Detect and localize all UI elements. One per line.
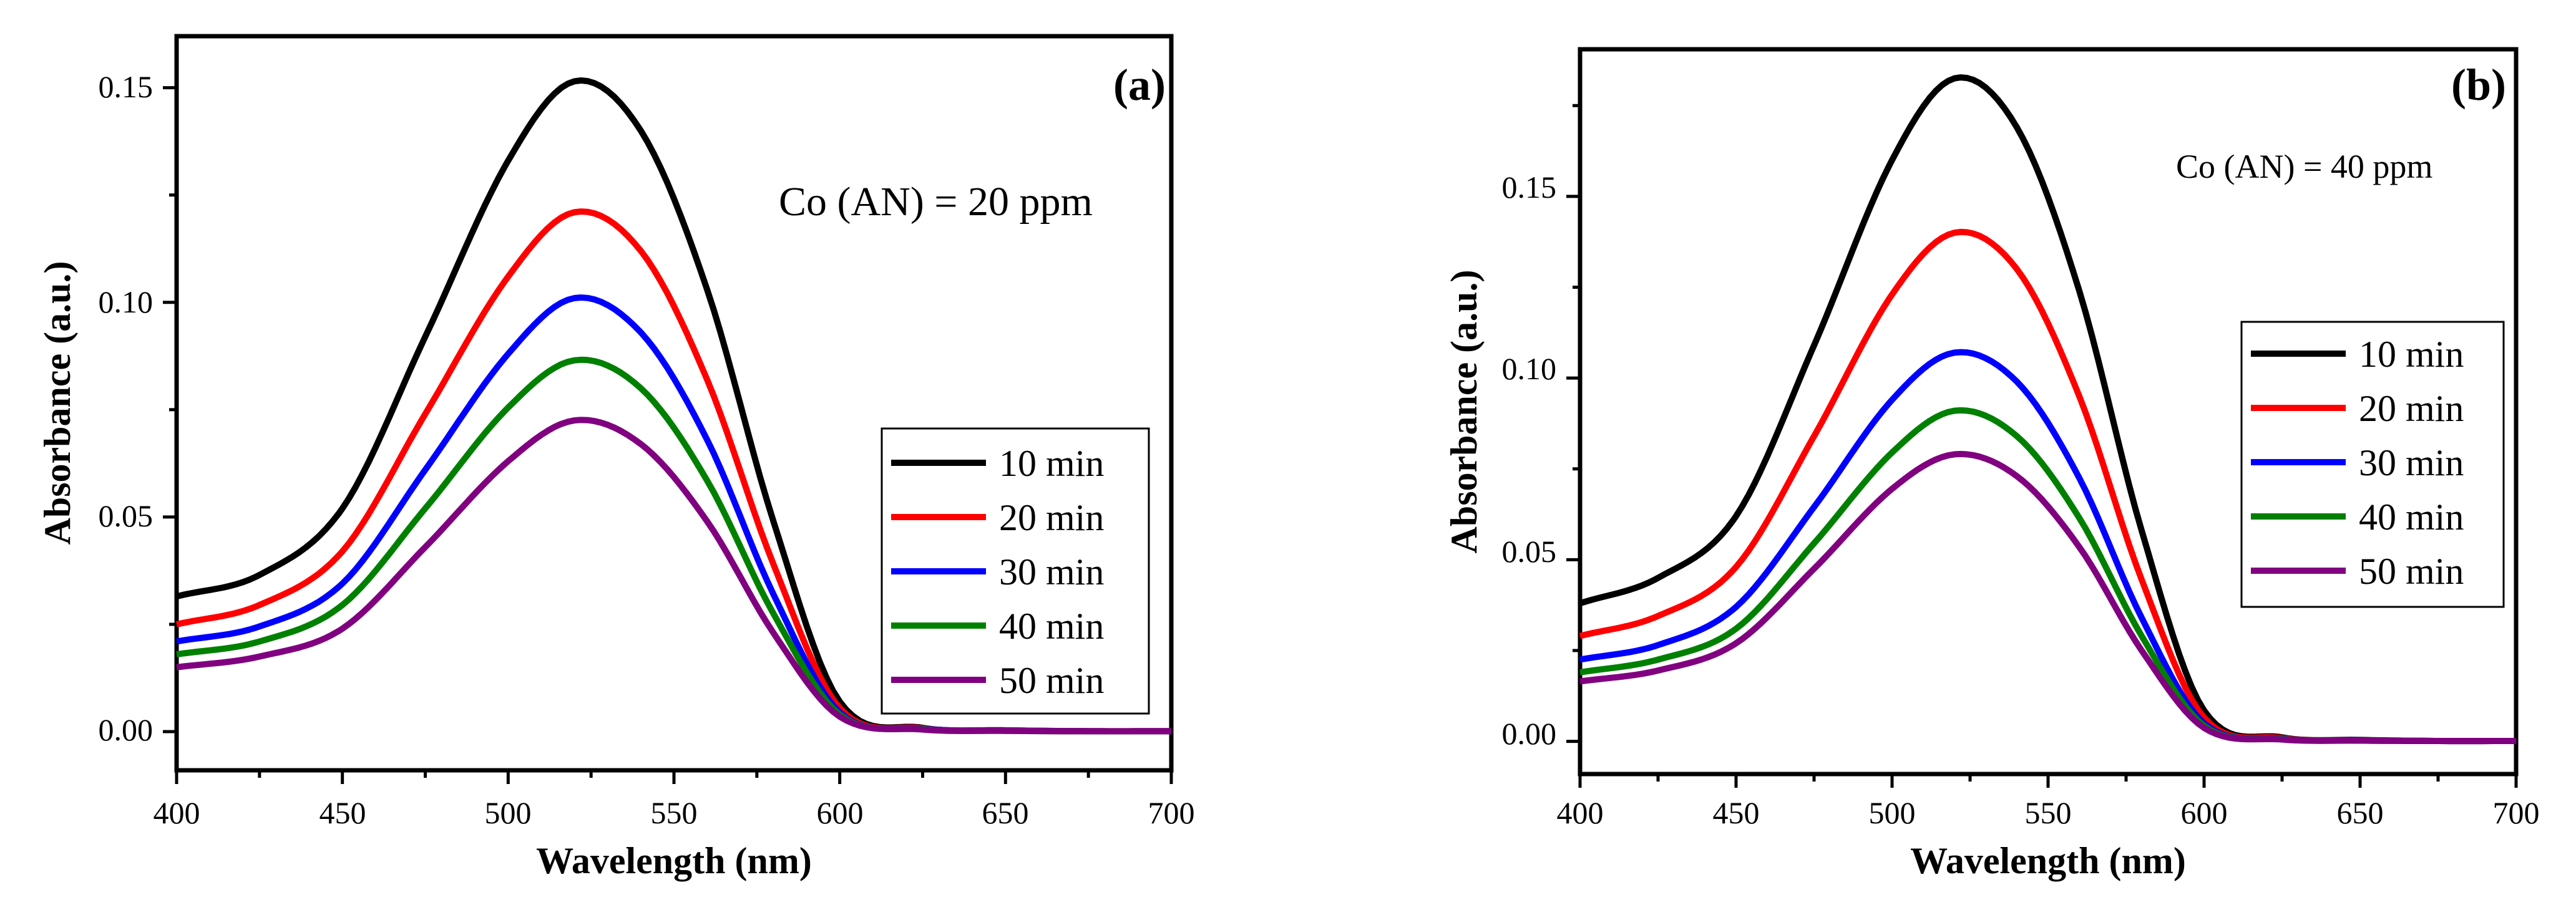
legend-label: 30 min bbox=[999, 551, 1104, 593]
series-line bbox=[1579, 450, 2516, 744]
legend-entry: 50 min bbox=[891, 660, 1104, 701]
series-lines bbox=[175, 77, 1171, 735]
x-tick-label: 400 bbox=[154, 795, 200, 830]
y-tick-label: 0.10 bbox=[99, 284, 154, 319]
series-line bbox=[176, 417, 1171, 735]
y-axis-title: Absorbance (a.u.) bbox=[37, 261, 78, 545]
legend-entry: 40 min bbox=[2251, 496, 2464, 538]
legend-entry: 30 min bbox=[891, 551, 1104, 593]
legend-entry: 20 min bbox=[2251, 388, 2464, 429]
legend-label: 40 min bbox=[2359, 496, 2464, 538]
x-tick-label: 450 bbox=[320, 795, 366, 830]
x-tick-label: 600 bbox=[2181, 795, 2228, 830]
x-tick-labels: 400 450 500 550 600 650 700 bbox=[154, 795, 1195, 830]
x-axis-title: Wavelength (nm) bbox=[536, 840, 812, 881]
y-tick-label: 0.15 bbox=[1502, 170, 1557, 205]
y-axis-title: Absorbance (a.u.) bbox=[1443, 269, 1485, 553]
legend-label: 50 min bbox=[999, 660, 1104, 701]
x-tick-label: 700 bbox=[1148, 795, 1195, 830]
x-tick-label: 600 bbox=[817, 795, 864, 830]
series-lines bbox=[1579, 74, 2516, 745]
x-tick-label: 450 bbox=[1713, 795, 1760, 830]
legend-entry: 10 min bbox=[2251, 334, 2464, 375]
x-axis-ticks bbox=[175, 770, 1173, 784]
panel-a: 400 450 500 550 600 650 700 0.00 0.05 0.… bbox=[37, 34, 1195, 881]
legend-label: 50 min bbox=[2359, 551, 2464, 592]
y-axis-ticks bbox=[1566, 104, 1580, 743]
y-tick-label: 0.05 bbox=[99, 498, 154, 533]
panel-label: (a) bbox=[1113, 60, 1166, 110]
legend: 10 min 20 min 30 min 40 min 50 min bbox=[2240, 321, 2505, 608]
y-tick-label: 0.10 bbox=[1502, 351, 1557, 386]
legend-label: 20 min bbox=[999, 497, 1104, 538]
y-tick-label: 0.00 bbox=[99, 712, 154, 747]
y-tick-label: 0.05 bbox=[1502, 534, 1557, 569]
legend-label: 30 min bbox=[2359, 442, 2464, 483]
x-tick-label: 650 bbox=[2337, 795, 2384, 830]
legend-label: 20 min bbox=[2359, 388, 2464, 429]
y-tick-labels: 0.00 0.05 0.10 0.15 bbox=[1502, 170, 1557, 751]
legend-entry: 40 min bbox=[891, 606, 1104, 647]
x-tick-label: 650 bbox=[982, 795, 1029, 830]
x-tick-label: 500 bbox=[485, 795, 532, 830]
x-tick-label: 700 bbox=[2493, 795, 2540, 830]
x-tick-labels: 400 450 500 550 600 650 700 bbox=[1557, 795, 2540, 830]
legend-entry: 10 min bbox=[891, 443, 1104, 484]
concentration-annotation: Co (AN) = 40 ppm bbox=[2176, 148, 2432, 185]
y-tick-label: 0.15 bbox=[99, 69, 154, 104]
legend: 10 min 20 min 30 min 40 min 50 min bbox=[881, 427, 1150, 715]
legend-entry: 30 min bbox=[2251, 442, 2464, 483]
legend-entry: 20 min bbox=[891, 497, 1104, 538]
legend-entry: 50 min bbox=[2251, 551, 2464, 592]
concentration-annotation: Co (AN) = 20 ppm bbox=[779, 179, 1093, 225]
legend-label: 40 min bbox=[999, 606, 1104, 647]
y-axis-ticks bbox=[163, 86, 177, 733]
panel-b: 400 450 500 550 600 650 700 0.00 0.05 0.… bbox=[1443, 47, 2540, 881]
x-axis-ticks bbox=[1578, 774, 2518, 788]
x-tick-label: 500 bbox=[1869, 795, 1916, 830]
x-axis-title: Wavelength (nm) bbox=[1910, 840, 2186, 881]
legend-label: 10 min bbox=[999, 443, 1104, 484]
x-tick-label: 550 bbox=[651, 795, 698, 830]
panel-label: (b) bbox=[2451, 60, 2506, 110]
x-tick-label: 550 bbox=[2025, 795, 2072, 830]
y-tick-labels: 0.00 0.05 0.10 0.15 bbox=[99, 69, 154, 747]
y-tick-label: 0.00 bbox=[1502, 716, 1557, 751]
legend-label: 10 min bbox=[2359, 334, 2464, 375]
x-tick-label: 400 bbox=[1557, 795, 1604, 830]
